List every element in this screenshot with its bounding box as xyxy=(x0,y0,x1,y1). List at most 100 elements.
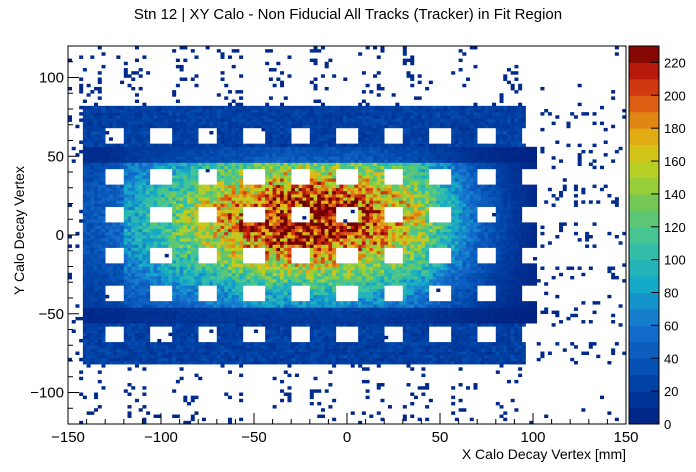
heat-cell xyxy=(216,285,221,289)
heat-cell xyxy=(168,200,173,204)
heat-cell xyxy=(287,159,292,163)
heat-cell xyxy=(71,329,76,333)
heat-cell xyxy=(283,209,288,214)
heat-cell xyxy=(94,351,99,355)
heat-cell xyxy=(172,253,177,258)
heat-cell xyxy=(227,118,232,122)
heat-cell xyxy=(224,338,229,343)
heat-cell xyxy=(294,323,299,327)
heat-cell xyxy=(101,212,106,217)
heat-cell xyxy=(235,357,240,362)
heat-cell xyxy=(164,253,169,258)
heat-cell xyxy=(287,398,292,403)
heat-cell xyxy=(320,238,325,242)
heat-cell xyxy=(101,326,106,330)
heat-cell xyxy=(268,320,273,324)
heat-cell xyxy=(276,124,281,129)
heat-cell xyxy=(246,238,251,242)
heat-cell xyxy=(142,279,147,283)
heat-cell xyxy=(190,156,195,160)
heat-cell xyxy=(90,90,95,94)
heat-cell xyxy=(272,257,277,261)
heat-cell xyxy=(309,313,314,318)
heat-cell xyxy=(131,109,136,113)
heat-cell xyxy=(90,275,95,280)
heat-cell xyxy=(179,127,184,132)
heat-cell xyxy=(224,165,229,170)
heat-cell xyxy=(235,149,240,154)
heat-cell xyxy=(123,165,128,170)
heat-cell xyxy=(287,357,292,362)
heat-cell xyxy=(131,131,136,135)
heat-cell xyxy=(179,345,184,349)
heat-cell xyxy=(108,197,113,201)
heat-cell xyxy=(265,137,270,141)
heat-cell xyxy=(272,260,277,264)
heat-cell xyxy=(90,357,95,362)
heat-cell xyxy=(328,298,333,302)
heat-cell xyxy=(123,323,128,327)
heat-cell xyxy=(134,168,139,173)
heat-cell xyxy=(276,279,281,283)
heat-cell xyxy=(82,323,87,327)
heat-cell xyxy=(120,153,125,157)
heat-cell xyxy=(94,316,99,321)
heat-cell xyxy=(134,127,139,132)
heat-cell xyxy=(276,149,281,154)
heat-cell xyxy=(127,156,132,160)
heat-cell xyxy=(168,121,173,126)
heat-cell xyxy=(198,194,203,198)
heat-cell xyxy=(272,298,277,302)
heat-cell xyxy=(161,225,166,229)
heat-cell xyxy=(272,323,277,327)
heat-cell xyxy=(164,345,169,349)
heat-cell xyxy=(183,294,188,299)
heat-cell xyxy=(175,260,180,264)
heat-cell xyxy=(190,216,195,220)
heat-cell xyxy=(250,115,255,119)
heat-cell xyxy=(175,272,180,277)
heat-cell xyxy=(149,361,154,365)
heat-cell xyxy=(86,304,91,308)
heat-cell xyxy=(287,342,292,346)
heat-cell xyxy=(120,263,125,267)
heat-cell xyxy=(172,115,177,119)
heat-cell xyxy=(328,307,333,311)
heat-cell xyxy=(239,417,244,422)
heat-cell xyxy=(168,115,173,119)
heat-cell xyxy=(142,112,147,116)
heat-cell xyxy=(239,235,244,239)
heat-cell xyxy=(82,345,87,349)
heat-cell xyxy=(183,115,188,119)
heat-cell xyxy=(187,127,192,132)
heat-cell xyxy=(261,275,266,280)
heat-cell xyxy=(101,137,106,141)
heat-cell xyxy=(283,172,288,176)
heat-cell xyxy=(142,137,147,141)
heat-cell xyxy=(97,354,102,359)
heat-cell xyxy=(105,275,110,280)
heat-cell xyxy=(86,326,91,330)
heat-cell xyxy=(123,194,128,198)
heat-cell xyxy=(224,357,229,362)
heat-cell xyxy=(332,307,337,311)
heat-cell xyxy=(306,222,311,226)
heat-cell xyxy=(149,354,154,359)
heat-cell xyxy=(313,149,318,154)
heat-cell xyxy=(313,134,318,138)
heat-cell xyxy=(224,118,229,122)
heat-cell xyxy=(90,329,95,333)
heat-cell xyxy=(328,146,333,151)
heat-cell xyxy=(280,102,285,107)
heat-cell xyxy=(220,335,225,340)
heat-cell xyxy=(220,165,225,170)
heat-cell xyxy=(235,168,240,173)
heat-cell xyxy=(123,137,128,141)
heat-cell xyxy=(283,121,288,126)
heat-cell xyxy=(231,127,236,132)
heat-cell xyxy=(146,140,151,144)
heat-cell xyxy=(224,291,229,296)
heat-cell xyxy=(82,99,87,103)
heat-cell xyxy=(134,178,139,182)
heat-cell xyxy=(179,140,184,144)
